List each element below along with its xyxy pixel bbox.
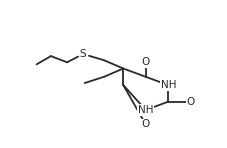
Text: NH: NH <box>160 80 175 90</box>
Text: O: O <box>141 119 149 130</box>
Text: NH: NH <box>137 105 153 115</box>
Text: O: O <box>186 97 194 107</box>
Text: S: S <box>79 49 86 59</box>
Text: O: O <box>141 57 149 67</box>
